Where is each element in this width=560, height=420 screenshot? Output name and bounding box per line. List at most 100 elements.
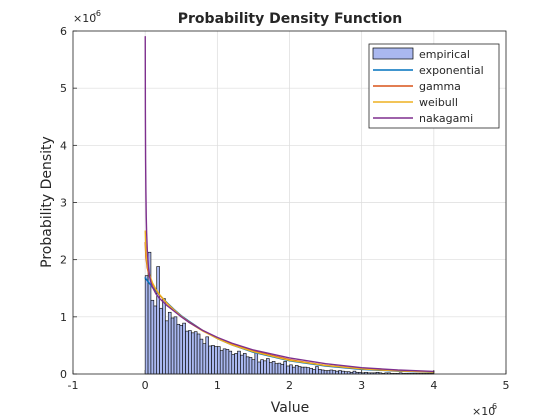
x-exponent-base: ×10 xyxy=(472,405,495,418)
legend-label-empirical: empirical xyxy=(419,48,470,61)
histogram-bar xyxy=(191,332,195,375)
histogram-bar xyxy=(222,348,227,375)
y-tick-label: 0 xyxy=(60,368,67,381)
legend-items: empirical exponential gamma weibull nakagami xyxy=(372,47,484,125)
histogram-bar xyxy=(182,322,186,375)
y-tick-label: 2 xyxy=(60,254,67,267)
histogram-bar xyxy=(257,361,261,375)
histogram-bar xyxy=(341,370,345,375)
fit-curves xyxy=(144,36,435,373)
histogram-bar xyxy=(202,343,207,375)
histogram-bar xyxy=(196,333,201,375)
histogram-bar xyxy=(274,363,279,375)
histogram-bar xyxy=(289,364,293,375)
histogram-bar xyxy=(251,359,256,375)
y-tick-label: 4 xyxy=(60,139,67,152)
histogram-bar xyxy=(315,366,319,375)
y-tick-label: 3 xyxy=(60,197,67,210)
histogram-bar xyxy=(312,369,316,375)
legend-label-weibull: weibull xyxy=(419,96,458,109)
x-exponent: ×10 6 xyxy=(472,402,497,418)
x-tick-label: -1 xyxy=(68,379,79,392)
histogram-bar xyxy=(300,366,305,375)
histogram-bar xyxy=(248,357,253,375)
histogram-bar xyxy=(205,336,209,375)
histogram-bar xyxy=(329,369,334,375)
histogram-bar xyxy=(211,345,215,375)
histogram-bar xyxy=(335,370,339,375)
histogram-bar xyxy=(144,275,149,375)
histogram-bar xyxy=(188,330,192,375)
histogram-bar xyxy=(231,354,235,375)
histogram-bar xyxy=(199,338,204,375)
histogram-bar xyxy=(159,307,163,375)
histogram-bar xyxy=(303,366,308,375)
x-tick-label: 0 xyxy=(142,379,149,392)
legend-label-exponential: exponential xyxy=(419,64,484,77)
histogram-bar xyxy=(268,362,273,375)
x-tick-label: 2 xyxy=(286,379,293,392)
histogram-bar xyxy=(326,370,331,375)
histogram-bar xyxy=(266,358,270,375)
histogram-bar xyxy=(176,323,181,375)
x-axis-ticks: -1 0 1 2 3 4 5 xyxy=(68,370,510,392)
histogram-bar xyxy=(179,325,183,375)
histogram-bar xyxy=(318,369,322,375)
histogram-bar xyxy=(185,330,189,375)
y-tick-label: 6 xyxy=(60,25,67,38)
histogram-bar xyxy=(245,356,250,375)
histogram-bar xyxy=(306,367,311,375)
histogram-bar xyxy=(277,362,282,375)
histogram-bar xyxy=(165,320,169,375)
histogram-bar xyxy=(225,349,230,375)
histogram-bar xyxy=(193,331,198,375)
histogram-bar xyxy=(162,298,166,375)
series-line-nakagami xyxy=(144,36,435,373)
histogram-bar xyxy=(234,353,238,375)
histogram-bar xyxy=(260,359,264,375)
histogram-bar xyxy=(280,363,285,375)
histogram-bar xyxy=(292,366,296,375)
histogram-bar xyxy=(294,365,299,375)
histogram-bar xyxy=(170,317,175,375)
histogram-bar xyxy=(309,367,313,375)
histogram-bar xyxy=(243,353,247,375)
histogram-bar xyxy=(217,346,221,375)
histogram-bar xyxy=(228,350,233,375)
y-tick-label: 1 xyxy=(60,311,67,324)
histogram-bar xyxy=(167,311,172,375)
histogram-bar xyxy=(214,346,218,375)
chart-title: Probability Density Function xyxy=(178,11,402,27)
histogram-bar xyxy=(271,361,276,375)
histogram-bar xyxy=(208,345,212,375)
legend-label-gamma: gamma xyxy=(419,80,461,93)
histogram-bar xyxy=(323,370,328,375)
histogram-bar xyxy=(153,305,158,375)
x-tick-label: 1 xyxy=(214,379,221,392)
x-exponent-power: 6 xyxy=(492,402,497,411)
histogram-bar xyxy=(219,350,224,375)
x-tick-label: 4 xyxy=(430,379,437,392)
histogram-bar xyxy=(254,351,259,375)
y-exponent-base: ×10 xyxy=(73,12,96,25)
histogram-bar xyxy=(240,354,244,375)
histogram-bar xyxy=(237,350,241,375)
legend-label-nakagami: nakagami xyxy=(419,112,473,125)
y-axis-ticks: 0 1 2 3 4 5 6 xyxy=(60,25,77,381)
histogram-bar xyxy=(156,266,160,375)
x-tick-label: 5 xyxy=(503,379,510,392)
histogram-bar xyxy=(332,370,336,375)
x-tick-label: 3 xyxy=(358,379,365,392)
legend-swatch-empirical xyxy=(372,47,414,60)
histogram-bar xyxy=(173,316,178,375)
legend-box xyxy=(368,43,500,129)
histogram-bar xyxy=(352,370,357,375)
legend: empirical exponential gamma weibull nakagami xyxy=(368,43,500,129)
histogram-bar xyxy=(283,361,287,375)
y-tick-label: 5 xyxy=(60,82,67,95)
histogram-bar xyxy=(320,369,325,375)
histogram-bar xyxy=(338,370,342,375)
y-exponent-power: -6 xyxy=(93,9,101,18)
y-axis-label: Probability Density xyxy=(39,136,55,268)
